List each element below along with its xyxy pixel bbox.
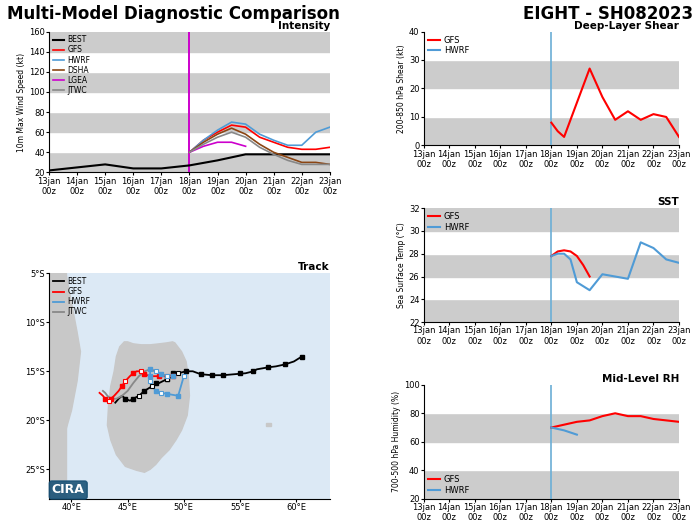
Polygon shape [49,273,80,499]
Bar [49,32,330,51]
Bar [424,277,679,299]
Legend: BEST, GFS, HWRF, JTWC: BEST, GFS, HWRF, JTWC [52,277,90,317]
Bar [49,92,330,112]
Bar [424,117,679,145]
Bar [424,32,679,60]
Bar [424,413,679,442]
Text: Multi-Model Diagnostic Comparison: Multi-Model Diagnostic Comparison [7,5,340,23]
Text: Deep-Layer Shear: Deep-Layer Shear [574,20,679,31]
Bar [49,51,330,72]
Legend: BEST, GFS, HWRF, DSHA, LGEA, JTWC: BEST, GFS, HWRF, DSHA, LGEA, JTWC [52,35,90,95]
Text: Track: Track [298,262,330,272]
Bar [424,442,679,470]
Bar [424,231,679,254]
Bar [424,60,679,89]
Bar [424,208,679,231]
Text: Intensity: Intensity [278,20,330,31]
Legend: GFS, HWRF: GFS, HWRF [428,475,469,495]
Bar [49,112,330,132]
Bar [424,470,679,499]
Bar [424,385,679,413]
Y-axis label: 10m Max Wind Speed (kt): 10m Max Wind Speed (kt) [18,52,26,152]
Text: EIGHT - SH082023: EIGHT - SH082023 [523,5,693,23]
Bar [424,299,679,322]
Legend: GFS, HWRF: GFS, HWRF [428,212,469,232]
Polygon shape [266,423,272,426]
Y-axis label: Sea Surface Temp (°C): Sea Surface Temp (°C) [397,222,406,308]
Y-axis label: 200-850 hPa Shear (kt): 200-850 hPa Shear (kt) [397,44,406,133]
Bar [49,152,330,172]
Legend: GFS, HWRF: GFS, HWRF [428,36,469,55]
Text: SST: SST [657,197,679,207]
Polygon shape [107,342,190,472]
Bar [424,254,679,277]
Text: Mid-Level RH: Mid-Level RH [601,374,679,384]
Bar [49,72,330,92]
Polygon shape [49,273,66,499]
Y-axis label: 700-500 hPa Humidity (%): 700-500 hPa Humidity (%) [392,391,401,492]
Text: CIRA: CIRA [52,484,85,497]
Bar [424,89,679,117]
Bar [49,132,330,152]
